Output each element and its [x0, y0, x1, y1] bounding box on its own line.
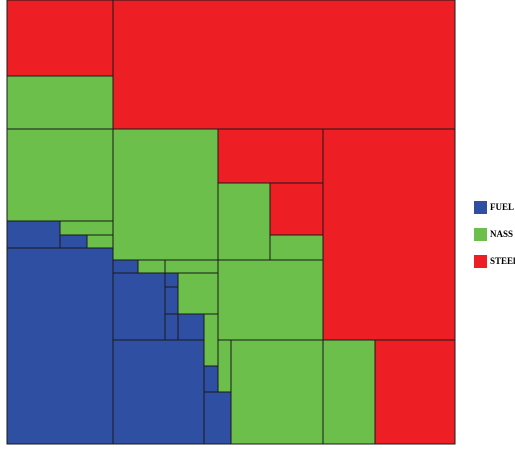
tile	[59, 234, 88, 249]
tile	[177, 313, 205, 341]
legend-label: STEEl	[490, 256, 515, 266]
legend-swatch	[474, 228, 487, 241]
tile	[59, 220, 114, 236]
tile	[322, 339, 376, 445]
legend-label: FUEL	[490, 202, 514, 212]
tile	[230, 339, 324, 445]
tile	[269, 182, 324, 236]
tile	[164, 259, 219, 274]
tile	[6, 128, 114, 222]
legend: FUEL NASS STEEl	[474, 201, 515, 268]
tile	[217, 128, 324, 184]
tile	[164, 272, 179, 288]
tile	[112, 272, 166, 341]
tile	[6, 220, 61, 249]
tile	[6, 0, 114, 77]
tile	[112, 0, 456, 130]
tile	[217, 259, 324, 341]
treemap	[6, 0, 456, 445]
legend-swatch	[474, 201, 487, 214]
tile	[203, 313, 219, 367]
tile	[217, 339, 232, 393]
tile	[269, 234, 324, 261]
tile	[164, 313, 179, 341]
legend-label: NASS	[490, 229, 513, 239]
tile	[112, 339, 205, 445]
tile	[374, 339, 456, 445]
tile	[6, 247, 114, 445]
tile	[217, 182, 271, 261]
tile	[322, 128, 456, 341]
tile	[6, 75, 114, 130]
tile	[164, 286, 179, 315]
tile	[86, 234, 114, 249]
tile	[203, 365, 219, 393]
tile	[203, 391, 232, 445]
tile	[112, 259, 139, 274]
tile	[137, 259, 166, 274]
tile	[112, 128, 219, 261]
tile	[177, 272, 219, 315]
legend-swatch	[474, 255, 487, 268]
